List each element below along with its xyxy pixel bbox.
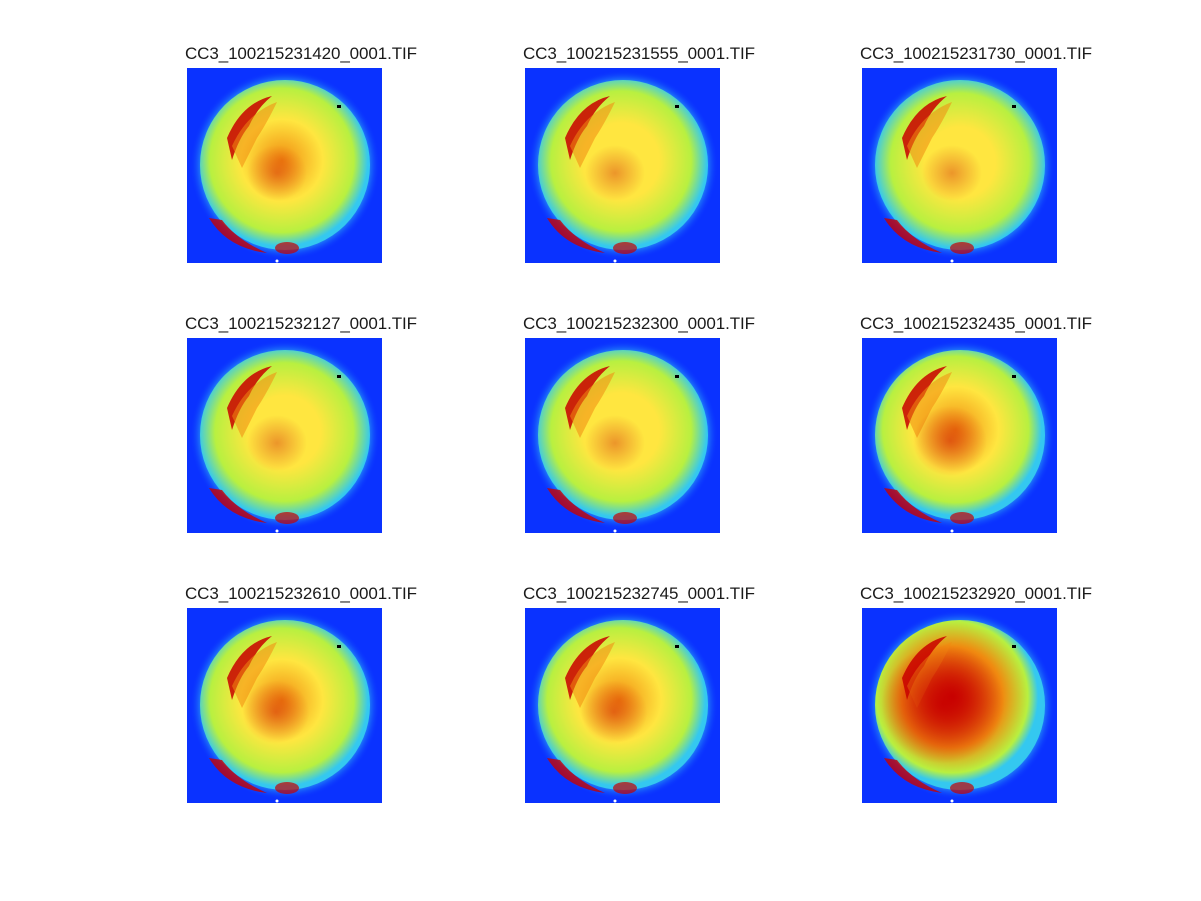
image-panel: CC3_100215231730_0001.TIF xyxy=(860,44,1092,264)
sky-image xyxy=(525,68,720,263)
image-panel: CC3_100215232127_0001.TIF xyxy=(185,314,417,534)
panel-title: CC3_100215231420_0001.TIF xyxy=(185,44,417,63)
panel-title: CC3_100215232610_0001.TIF xyxy=(185,584,417,603)
sky-image xyxy=(862,68,1057,263)
image-panel: CC3_100215232745_0001.TIF xyxy=(523,584,755,804)
sky-image xyxy=(862,608,1057,803)
sky-image xyxy=(187,68,382,263)
image-panel: CC3_100215232435_0001.TIF xyxy=(860,314,1092,534)
panel-title: CC3_100215232127_0001.TIF xyxy=(185,314,417,333)
sky-image xyxy=(862,338,1057,533)
sky-image xyxy=(525,338,720,533)
panel-title: CC3_100215232300_0001.TIF xyxy=(523,314,755,333)
image-panel: CC3_100215232300_0001.TIF xyxy=(523,314,755,534)
sky-image xyxy=(525,608,720,803)
panel-title: CC3_100215232920_0001.TIF xyxy=(860,584,1092,603)
panel-title: CC3_100215231730_0001.TIF xyxy=(860,44,1092,63)
panel-title: CC3_100215232435_0001.TIF xyxy=(860,314,1092,333)
image-panel: CC3_100215231420_0001.TIF xyxy=(185,44,417,264)
panel-title: CC3_100215232745_0001.TIF xyxy=(523,584,755,603)
image-panel: CC3_100215232610_0001.TIF xyxy=(185,584,417,804)
panel-title: CC3_100215231555_0001.TIF xyxy=(523,44,755,63)
image-panel: CC3_100215231555_0001.TIF xyxy=(523,44,755,264)
sky-image xyxy=(187,608,382,803)
sky-image xyxy=(187,338,382,533)
image-panel: CC3_100215232920_0001.TIF xyxy=(860,584,1092,804)
